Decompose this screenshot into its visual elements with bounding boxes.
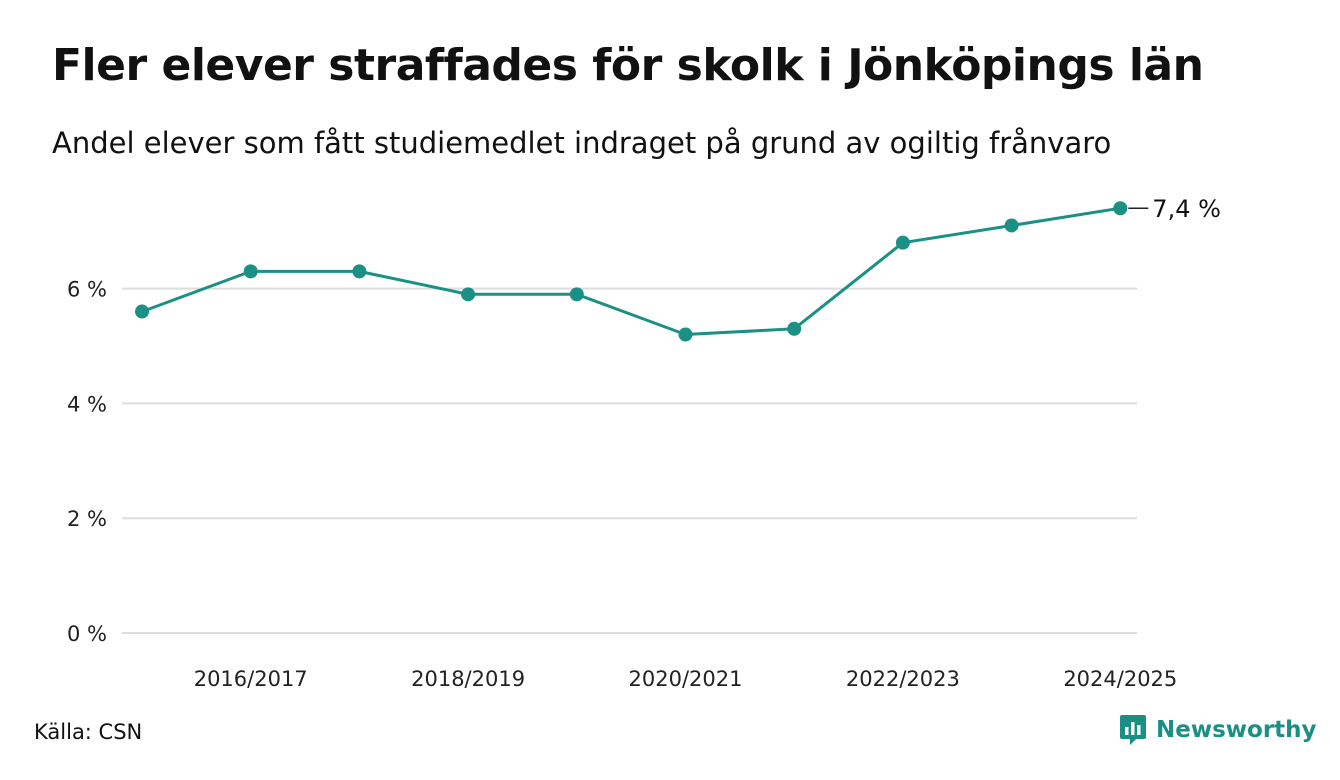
brand-name: Newsworthy [1156,717,1317,743]
source-note: Källa: CSN [34,720,143,744]
y-tick-label: 2 % [67,507,107,531]
data-point [243,264,258,279]
grid-lines [122,287,1137,634]
series-share-of-students [135,201,1128,342]
x-tick-label: 2020/2021 [629,667,743,691]
x-tick-label: 2022/2023 [846,667,960,691]
data-labels: 7,4 % [1128,195,1221,223]
data-point [461,287,476,302]
x-tick-label: 2024/2025 [1063,667,1177,691]
newsworthy-logo-icon [1120,715,1146,745]
data-point [135,304,149,319]
data-point [352,264,367,279]
x-tick-label: 2016/2017 [194,667,308,691]
y-tick-label: 4 % [67,392,107,416]
y-tick-label: 0 % [67,622,107,646]
data-point [787,321,802,336]
x-axis-tick-labels: 2016/2017 2018/2019 2020/2021 2022/2023 2024… [194,667,1178,691]
x-tick-label: 2018/2019 [411,667,525,691]
data-point [678,327,693,342]
chart-subtitle: Andel elever som fått studiemedlet indra… [52,126,1112,160]
end-value-label: 7,4 % [1152,195,1221,223]
series-line [140,206,1122,336]
data-point [569,287,584,302]
data-point [1004,218,1019,233]
brand-logo: Newsworthy [1118,713,1317,747]
data-point [895,235,910,250]
y-axis-tick-labels: 0 % 2 % 4 % 6 % [67,278,107,646]
y-tick-label: 6 % [67,278,107,302]
data-point [1113,201,1128,216]
chart-title: Fler elever straffades för skolk i Jönkö… [52,40,1204,91]
